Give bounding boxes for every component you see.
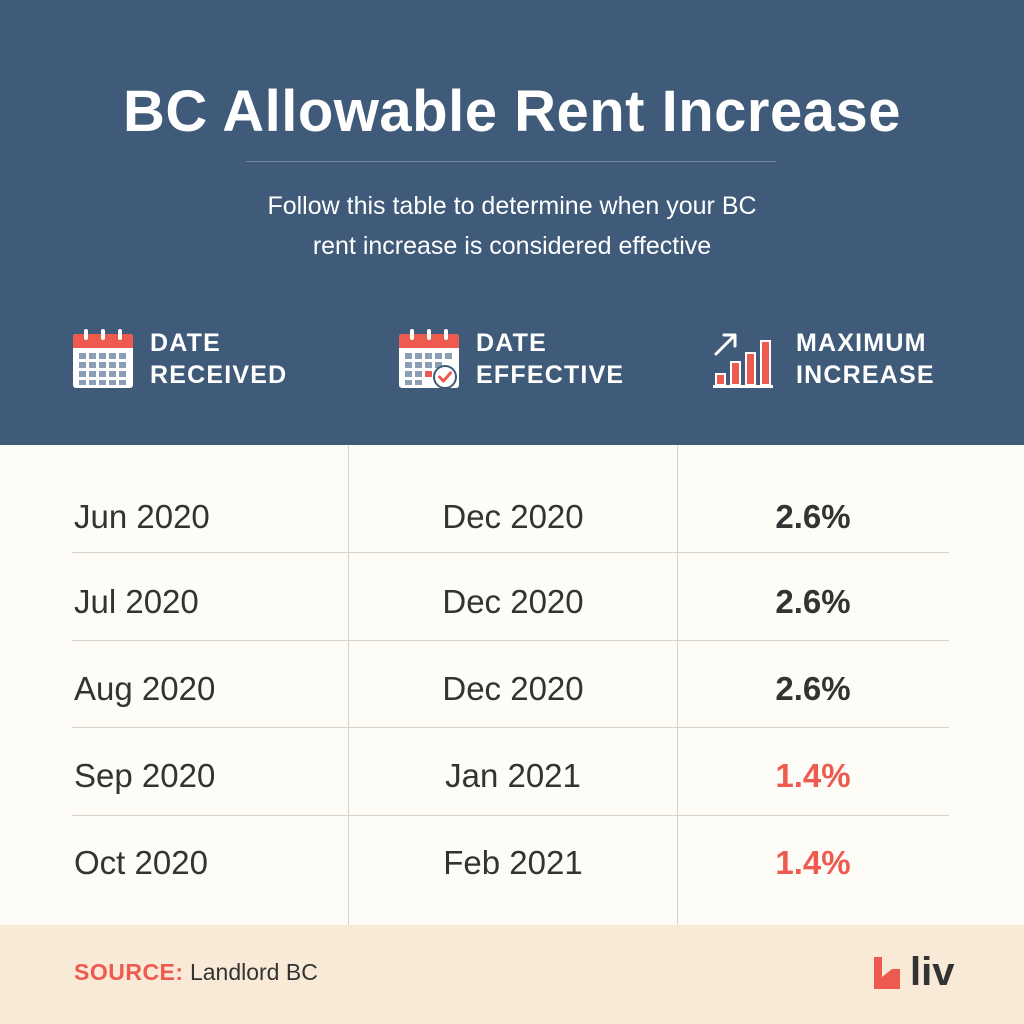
- cell-date-received: Oct 2020: [74, 843, 208, 881]
- cell-maximum-increase: 1.4%: [775, 756, 851, 794]
- subtitle-line-1: Follow this table to determine when your…: [267, 192, 757, 220]
- table-row: Jun 2020 Dec 2020 2.6%: [0, 473, 1024, 560]
- row-divider: [72, 815, 949, 816]
- cell-date-effective: Dec 2020: [442, 582, 584, 620]
- calendar-check-icon: [399, 329, 459, 389]
- source-value: Landlord BC: [189, 959, 318, 985]
- column-divider: [348, 445, 349, 925]
- source-label: SOURCE:: [74, 959, 184, 985]
- footer: SOURCE: Landlord BC liv: [0, 925, 1024, 1024]
- table-row: Sep 2020 Jan 2021 1.4%: [0, 732, 1024, 819]
- calendar-icon: [73, 329, 133, 388]
- table-row: Oct 2020 Feb 2021 1.4%: [0, 819, 1024, 906]
- rent-table: Jun 2020 Dec 2020 2.6% Jul 2020 Dec 2020…: [0, 445, 1024, 925]
- cell-date-effective: Jan 2021: [445, 756, 581, 794]
- column-header-label: MAXIMUM INCREASE: [796, 329, 935, 389]
- cell-date-effective: Feb 2021: [443, 843, 583, 881]
- column-header-date-effective: DATE EFFECTIVE: [398, 326, 624, 392]
- column-header-maximum-increase: MAXIMUM INCREASE: [712, 326, 935, 392]
- cell-date-received: Jul 2020: [74, 582, 199, 620]
- cell-maximum-increase: 2.6%: [775, 497, 851, 535]
- logo-text: liv: [910, 950, 955, 994]
- cell-maximum-increase: 2.6%: [775, 669, 851, 707]
- liv-logo: liv: [872, 950, 955, 994]
- column-divider: [677, 445, 678, 925]
- table-row: Aug 2020 Dec 2020 2.6%: [0, 645, 1024, 732]
- cell-date-effective: Dec 2020: [442, 497, 584, 535]
- bar-chart-up-icon: [713, 333, 773, 388]
- cell-date-received: Jun 2020: [74, 497, 210, 535]
- header-banner: BC Allowable Rent Increase Follow this t…: [0, 0, 1024, 445]
- page-title: BC Allowable Rent Increase: [123, 79, 901, 144]
- title-divider: [246, 161, 776, 162]
- cell-date-received: Aug 2020: [74, 669, 216, 707]
- row-divider: [72, 552, 949, 553]
- column-header-label: DATE RECEIVED: [150, 329, 288, 389]
- cell-date-effective: Dec 2020: [442, 669, 584, 707]
- liv-logo-icon: [874, 957, 900, 989]
- cell-maximum-increase: 2.6%: [775, 582, 851, 620]
- row-divider: [72, 640, 949, 641]
- cell-maximum-increase: 1.4%: [775, 843, 851, 881]
- row-divider: [72, 727, 949, 728]
- subtitle: Follow this table to determine when your…: [212, 186, 812, 266]
- column-header-label: DATE EFFECTIVE: [476, 329, 625, 389]
- column-header-date-received: DATE RECEIVED: [72, 326, 287, 392]
- cell-date-received: Sep 2020: [74, 756, 216, 794]
- subtitle-line-2: rent increase is considered effective: [312, 232, 712, 260]
- table-row: Jul 2020 Dec 2020 2.6%: [0, 558, 1024, 645]
- source-credit: SOURCE: Landlord BC: [74, 959, 318, 986]
